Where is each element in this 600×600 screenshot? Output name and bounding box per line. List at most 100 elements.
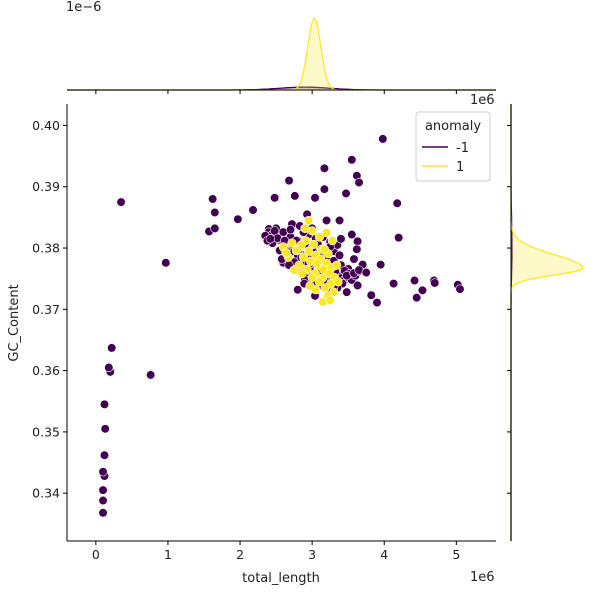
scatter-point-neg1 <box>319 184 330 194</box>
scatter-point-neg1 <box>161 258 171 268</box>
scatter-point-1 <box>298 252 309 262</box>
scatter-point-neg1 <box>347 229 357 240</box>
scatter-point-neg1 <box>342 287 352 297</box>
legend-box <box>415 111 491 182</box>
scatter-point-neg1 <box>248 205 258 215</box>
scatter-point-1 <box>303 215 314 226</box>
y-tick-label: 0.35 <box>32 424 60 439</box>
y-tick-label: 0.38 <box>32 241 60 256</box>
scatter-point-neg1 <box>366 290 376 300</box>
y-axis-label: GC_Content <box>7 284 22 361</box>
scatter-points <box>98 134 465 518</box>
scatter-point-neg1 <box>378 134 388 144</box>
scatter-point-1 <box>289 265 299 275</box>
scatter-point-1 <box>300 223 310 234</box>
scatter-point-neg1 <box>430 278 440 288</box>
scatter-point-neg1 <box>208 194 218 204</box>
scatter-point-neg1 <box>394 233 404 243</box>
scatter-point-neg1 <box>98 467 108 477</box>
scatter-point-neg1 <box>352 244 362 254</box>
right-kde-1-fill <box>511 104 583 541</box>
x-axis-offset-label: 1e6 <box>470 570 495 585</box>
right-marginal-kde <box>510 104 584 541</box>
scatter-point-neg1 <box>293 285 303 295</box>
scatter-point-neg1 <box>352 280 363 291</box>
legend-label-neg1: -1 <box>456 141 469 156</box>
scatter-point-1 <box>314 232 324 242</box>
scatter-point-1 <box>333 277 343 287</box>
scatter-point-neg1 <box>98 495 108 506</box>
y-axis-ticks: 0.34 0.35 0.36 0.37 0.38 0.39 0.40 <box>32 118 511 501</box>
top-marginal-offset-label: 1e−6 <box>66 0 101 15</box>
y-tick-label: 0.40 <box>32 118 60 133</box>
y-tick-label: 0.36 <box>32 363 60 378</box>
scatter-point-neg1 <box>372 297 382 308</box>
y-tick-label: 0.39 <box>32 179 60 194</box>
scatter-point-neg1 <box>349 254 359 264</box>
scatter-point-neg1 <box>352 236 363 246</box>
scatter-point-neg1 <box>290 191 300 201</box>
scatter-point-neg1 <box>210 223 220 234</box>
y-tick-label: 0.34 <box>32 486 60 501</box>
top-marginal-kde <box>67 17 496 91</box>
scatter-point-neg1 <box>104 362 114 373</box>
scatter-point-1 <box>308 239 319 249</box>
scatter-point-1 <box>296 240 306 250</box>
scatter-point-neg1 <box>392 198 402 208</box>
x-tick-label: 4 <box>380 547 388 562</box>
scatter-point-neg1 <box>146 370 156 380</box>
y-tick-label: 0.37 <box>32 302 60 317</box>
x-axis-ticks: 0 1 2 3 4 5 <box>92 90 460 562</box>
scatter-point-neg1 <box>319 163 330 173</box>
right-kde-1 <box>510 104 584 541</box>
x-axis-label: total_length <box>242 571 320 586</box>
scatter-point-1 <box>297 269 307 279</box>
scatter-point-1 <box>321 228 332 238</box>
x-tick-label: 2 <box>236 547 244 562</box>
scatter-point-neg1 <box>100 424 110 434</box>
scatter-point-neg1 <box>99 399 110 409</box>
legend-title: anomaly <box>425 119 481 134</box>
scatter-point-1 <box>305 281 315 291</box>
scatter-point-neg1 <box>417 285 428 295</box>
scatter-point-neg1 <box>376 259 386 270</box>
scatter-point-1 <box>327 236 337 246</box>
scatter-point-neg1 <box>284 176 294 186</box>
scatter-point-neg1 <box>341 188 351 199</box>
scatter-point-1 <box>281 248 291 258</box>
scatter-point-neg1 <box>334 250 345 260</box>
scatter-point-1 <box>319 244 330 254</box>
scatter-point-neg1 <box>409 275 420 286</box>
scatter-point-neg1 <box>285 225 296 235</box>
scatter-point-neg1 <box>336 234 346 244</box>
scatter-point-neg1 <box>310 193 320 203</box>
scatter-point-1 <box>314 277 324 287</box>
scatter-point-neg1 <box>270 193 280 203</box>
x-tick-label: 3 <box>308 547 316 562</box>
legend-label-1: 1 <box>456 160 464 175</box>
scatter-point-neg1 <box>354 177 364 188</box>
top-kde-1 <box>67 17 496 91</box>
x-tick-label: 1 <box>164 547 172 562</box>
x-tick-label: 5 <box>452 547 460 562</box>
top-kde-1-fill <box>67 18 496 90</box>
scatter-point-neg1 <box>98 508 108 518</box>
scatter-point-1 <box>307 272 317 283</box>
scatter-point-neg1 <box>389 278 399 289</box>
scatter-point-neg1 <box>334 215 345 226</box>
scatter-point-neg1 <box>116 197 126 207</box>
scatter-point-neg1 <box>265 234 275 244</box>
scatter-point-neg1 <box>233 214 243 224</box>
scatter-point-1 <box>287 238 297 248</box>
scatter-point-neg1 <box>412 293 422 303</box>
scatter-point-1 <box>312 258 322 268</box>
scatter-point-neg1 <box>321 215 332 226</box>
x-tick-label: 0 <box>92 547 100 562</box>
scatter-point-neg1 <box>361 267 371 278</box>
scatter-point-neg1 <box>99 450 110 460</box>
scatter-point-neg1 <box>107 343 117 353</box>
scatter-point-1 <box>320 283 330 293</box>
scatter-point-neg1 <box>210 207 220 218</box>
scatter-point-neg1 <box>347 155 357 165</box>
